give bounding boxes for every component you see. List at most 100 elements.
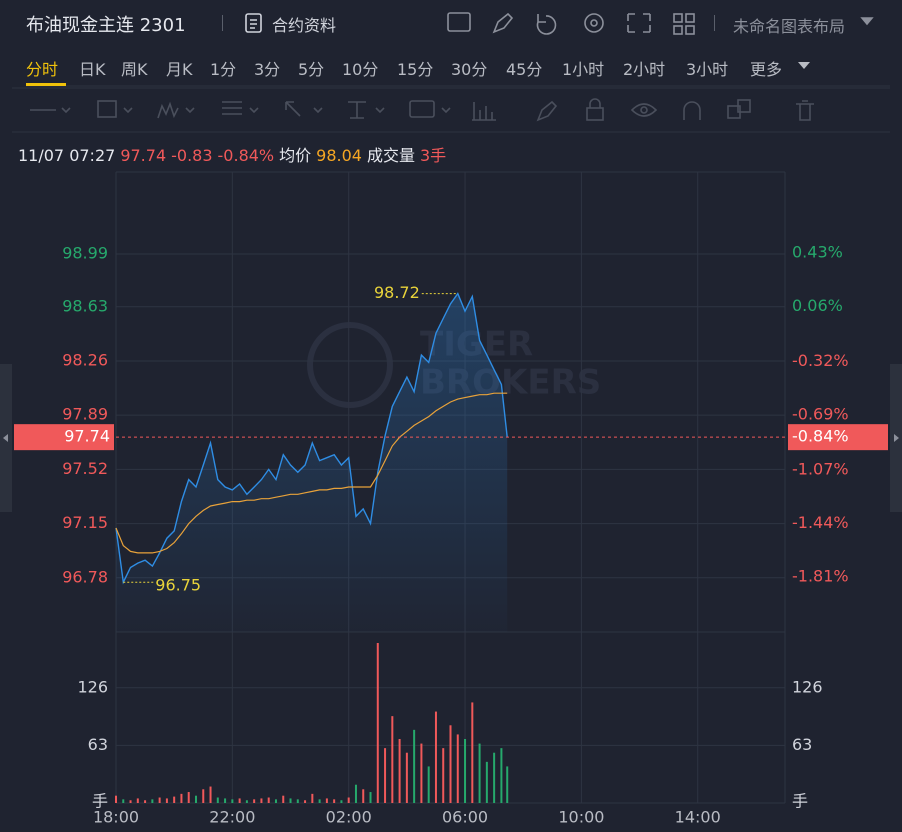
side-arrow[interactable] [894,434,899,442]
icon[interactable] [673,13,683,23]
volume-bar [129,800,132,803]
tool[interactable] [472,102,496,121]
volume-bar [354,784,357,803]
icon[interactable] [860,17,874,26]
volume-bar [115,795,117,803]
icon[interactable] [447,12,471,32]
y-tick-label: 96.78 [62,567,108,586]
quote-time: 11/07 07:27 [18,146,116,165]
timeframe-tab[interactable]: 15分 [397,60,434,79]
timeframe-tab[interactable]: 30分 [451,60,488,79]
volume-bar [144,800,147,803]
tool[interactable] [222,101,259,115]
avg-value: 98.04 [316,146,362,165]
quote-change-pct: -0.84% [217,146,275,165]
quote-change: -0.83 [171,146,213,165]
timeframe-tab[interactable]: 日K [79,60,106,79]
y-tick-label: 97.15 [62,513,108,532]
tool[interactable] [536,100,558,122]
timeframe-tab[interactable]: 周K [121,60,148,79]
tool[interactable] [285,101,323,117]
volume-bar [493,752,496,803]
y2-tick-label: -1.44% [792,513,849,532]
volume-bar [304,800,307,803]
toolbar-icons [447,12,874,69]
tool[interactable] [348,101,385,119]
volume-label: 成交量 [366,146,415,165]
volume-bar [202,789,205,803]
tool[interactable] [30,107,71,114]
timeframe-tab[interactable]: 10分 [342,60,379,79]
timeframe-tabs: 分时 日K 周K 月K 1分 3分 5分 10分 15分 30分 45分 1小时 2小时 3小时 更多 [0,52,902,86]
timeframe-tab[interactable]: 1分 [210,60,237,79]
icon[interactable] [492,12,514,34]
volume-bar [413,729,416,803]
y2-tick-label: -1.07% [792,459,849,478]
separator [222,15,223,31]
volume-bar [173,796,176,803]
x-tick-label: 10:00 [558,808,604,827]
y2-tick-label: 0.06% [792,296,843,315]
tool[interactable] [683,101,701,120]
volume-bar [289,798,292,803]
timeframe-tab[interactable]: 5分 [298,60,325,79]
last-price-label: 97.74 [64,427,110,446]
volume-bar [376,643,379,803]
volume-bar [369,792,372,803]
symbol-title: 布油现金主连 2301 [26,15,186,36]
volume-bar [216,797,219,803]
tool[interactable] [409,100,435,118]
tool[interactable] [630,103,658,117]
volume-bar [464,739,467,803]
volume-tick-label: 126 [792,677,823,696]
doc-icon[interactable] [244,12,264,34]
volume-bar [194,795,197,803]
volume-bar [506,766,509,803]
volume-bar [420,743,423,803]
volume-bar [471,702,474,803]
tool[interactable] [586,107,604,121]
last-pct-label: -0.84% [792,427,849,446]
icon[interactable] [798,62,810,69]
x-tick-label: 02:00 [326,808,372,827]
y2-tick-label: 0.43% [792,243,843,262]
timeframe-tab[interactable]: 45分 [506,60,543,79]
tool[interactable] [97,100,117,118]
timeframe-tab[interactable]: 2小时 [623,60,666,79]
average-line [115,392,508,554]
y-tick-label: 98.26 [62,350,108,369]
watermark-logo [307,322,393,408]
icon[interactable] [584,13,604,33]
volume-bar [296,799,299,803]
volume-unit: 手 [792,792,808,811]
y2-tick-label: -0.69% [792,405,849,424]
volume-bar [405,752,408,803]
timeframe-tab[interactable]: 分时 [26,60,59,79]
timeframe-tab[interactable]: 月K [166,60,193,79]
volume-bar [238,798,241,803]
volume-bar [253,799,256,803]
quote-line: 11/07 07:27 97.74 -0.83 -0.84% 均价 98.04 成交量 3手 [18,142,451,166]
timeframe-tab[interactable]: 3分 [254,60,281,79]
timeframe-tab[interactable]: 1小时 [562,60,605,79]
icon[interactable] [536,14,557,35]
header: 布油现金主连 2301 合约资料 未命名图表布局 [0,0,902,46]
quote-price: 97.74 [120,146,167,165]
timeframe-tab[interactable]: 更多 [750,60,783,79]
timeframe-tab[interactable]: 3小时 [686,60,729,79]
layout-name[interactable]: 未命名图表布局 [733,17,846,36]
last-price-box [14,424,114,451]
volume-bar [362,789,365,803]
volume-bar [500,748,503,803]
volume-bar [122,799,125,803]
y2-tick-label: -0.32% [792,351,849,370]
volume-bar [398,739,401,803]
contract-info-link[interactable]: 合约资料 [272,16,337,35]
separator [714,15,715,31]
icon[interactable] [627,13,651,33]
volume-tick-label: 126 [77,677,108,696]
tool[interactable] [157,101,195,119]
tool[interactable] [796,100,814,121]
side-arrow[interactable] [3,434,8,442]
